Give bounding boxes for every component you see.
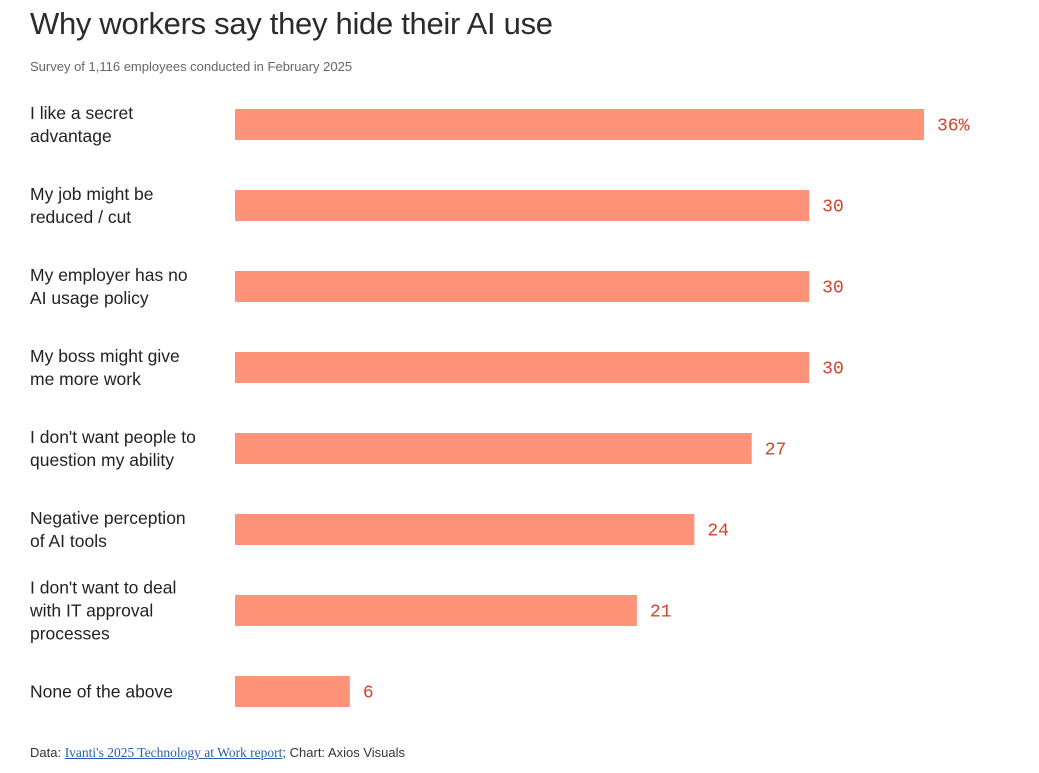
bar-7: [235, 676, 350, 707]
category-label-line: Negative perception: [30, 508, 186, 528]
bar-6: [235, 595, 637, 626]
category-label-5: Negative perception of AI tools: [30, 508, 186, 551]
category-label-line: question my ability: [30, 450, 174, 470]
category-label-6: I don't want to deal with IT approval proc…: [29, 578, 176, 644]
category-label-1: My job might be reduced / cut: [30, 184, 154, 227]
category-label-line: I don't want to deal: [30, 578, 176, 598]
value-label-7: 6: [363, 684, 374, 704]
category-label-7: None of the above: [30, 682, 173, 702]
bar-2: [235, 271, 810, 302]
bar-3: [235, 352, 810, 383]
value-label-0: 36%: [937, 117, 970, 137]
value-label-2: 30: [822, 279, 844, 299]
bar-0: [235, 109, 924, 140]
bar-4: [235, 433, 752, 464]
chart-credit: ; Chart: Axios Visuals: [282, 745, 406, 760]
category-label-2: My employer has no AI usage policy: [30, 265, 188, 308]
data-prefix: Data:: [30, 745, 65, 760]
source-link[interactable]: Ivanti's 2025 Technology at Work report: [64, 745, 283, 760]
category-label-line: of AI tools: [30, 531, 107, 551]
category-label-line: me more work: [30, 369, 141, 389]
category-label-line: I like a secret: [30, 103, 133, 123]
value-label-1: 30: [822, 198, 844, 218]
chart-subtitle: Survey of 1,116 employees conducted in F…: [30, 59, 353, 74]
value-label-6: 21: [650, 603, 672, 623]
bar-1: [235, 190, 810, 221]
category-label-3: My boss might give me more work: [30, 346, 180, 389]
category-label-line: I don't want people to: [30, 427, 196, 447]
category-label-line: processes: [30, 624, 110, 644]
value-label-4: 27: [765, 441, 787, 461]
category-label-line: with IT approval: [29, 601, 153, 621]
category-label-line: AI usage policy: [30, 288, 149, 308]
value-label-5: 24: [707, 522, 729, 542]
value-label-3: 30: [822, 360, 844, 380]
category-label-0: I like a secret advantage: [30, 103, 133, 146]
source-footer: Data: Ivanti's 2025 Technology at Work r…: [30, 745, 405, 761]
category-label-line: reduced / cut: [30, 207, 131, 227]
category-label-4: I don't want people to question my abilit…: [30, 427, 196, 470]
category-label-line: None of the above: [30, 682, 173, 702]
category-label-line: My boss might give: [30, 346, 180, 366]
category-label-line: My job might be: [30, 184, 154, 204]
chart-title: Why workers say they hide their AI use: [30, 6, 553, 41]
category-label-line: My employer has no: [30, 265, 188, 285]
bar-chart: 36% I like a secret advantage 30 My job migh…: [29, 103, 970, 707]
category-label-line: advantage: [30, 126, 112, 146]
bar-5: [235, 514, 695, 545]
